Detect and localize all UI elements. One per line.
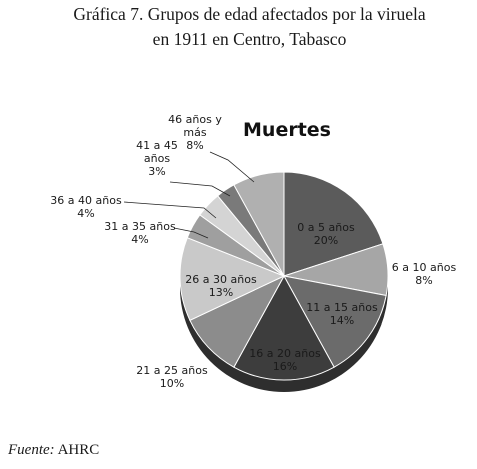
figure-title-line-2: en 1911 en Centro, Tabasco xyxy=(152,29,347,49)
pie-chart: Muertes 0 a 5 años 20% 6 a 10 años 8% 11 a 15… xyxy=(50,113,457,392)
leader-line xyxy=(123,201,217,219)
pie-slice xyxy=(233,171,285,277)
data-label: 31 a 35 años 4% xyxy=(104,220,176,246)
figure-title: Gráfica 7. Grupos de edad afectados por … xyxy=(0,2,477,52)
leader-line xyxy=(209,151,255,183)
data-label: 16 a 20 años 16% xyxy=(249,347,321,373)
pie-slice xyxy=(283,275,387,368)
data-label: 21 a 25 años 10% xyxy=(136,364,208,390)
data-label: 0 a 5 años 20% xyxy=(297,221,355,247)
leader-line xyxy=(169,181,231,197)
chart-title: Muertes xyxy=(243,119,331,141)
data-label: 46 años y más 8% xyxy=(168,113,222,152)
source-label: Fuente: xyxy=(8,442,55,458)
source-note: Fuente: AHRC xyxy=(8,442,99,459)
pie-slice xyxy=(179,237,286,321)
data-label: 26 a 30 años 13% xyxy=(185,273,257,299)
pie-slice xyxy=(233,274,335,381)
figure-title-line-1: Gráfica 7. Grupos de edad afectados por … xyxy=(73,4,426,24)
data-label: 6 a 10 años 8% xyxy=(392,261,457,287)
pie-slice xyxy=(283,171,384,277)
source-value: AHRC xyxy=(57,442,100,458)
data-label: 11 a 15 años 14% xyxy=(306,301,378,327)
leader-line xyxy=(173,227,209,239)
data-label: 41 a 45 años 3% xyxy=(136,139,178,178)
data-label: 36 a 40 años 4% xyxy=(50,194,122,220)
